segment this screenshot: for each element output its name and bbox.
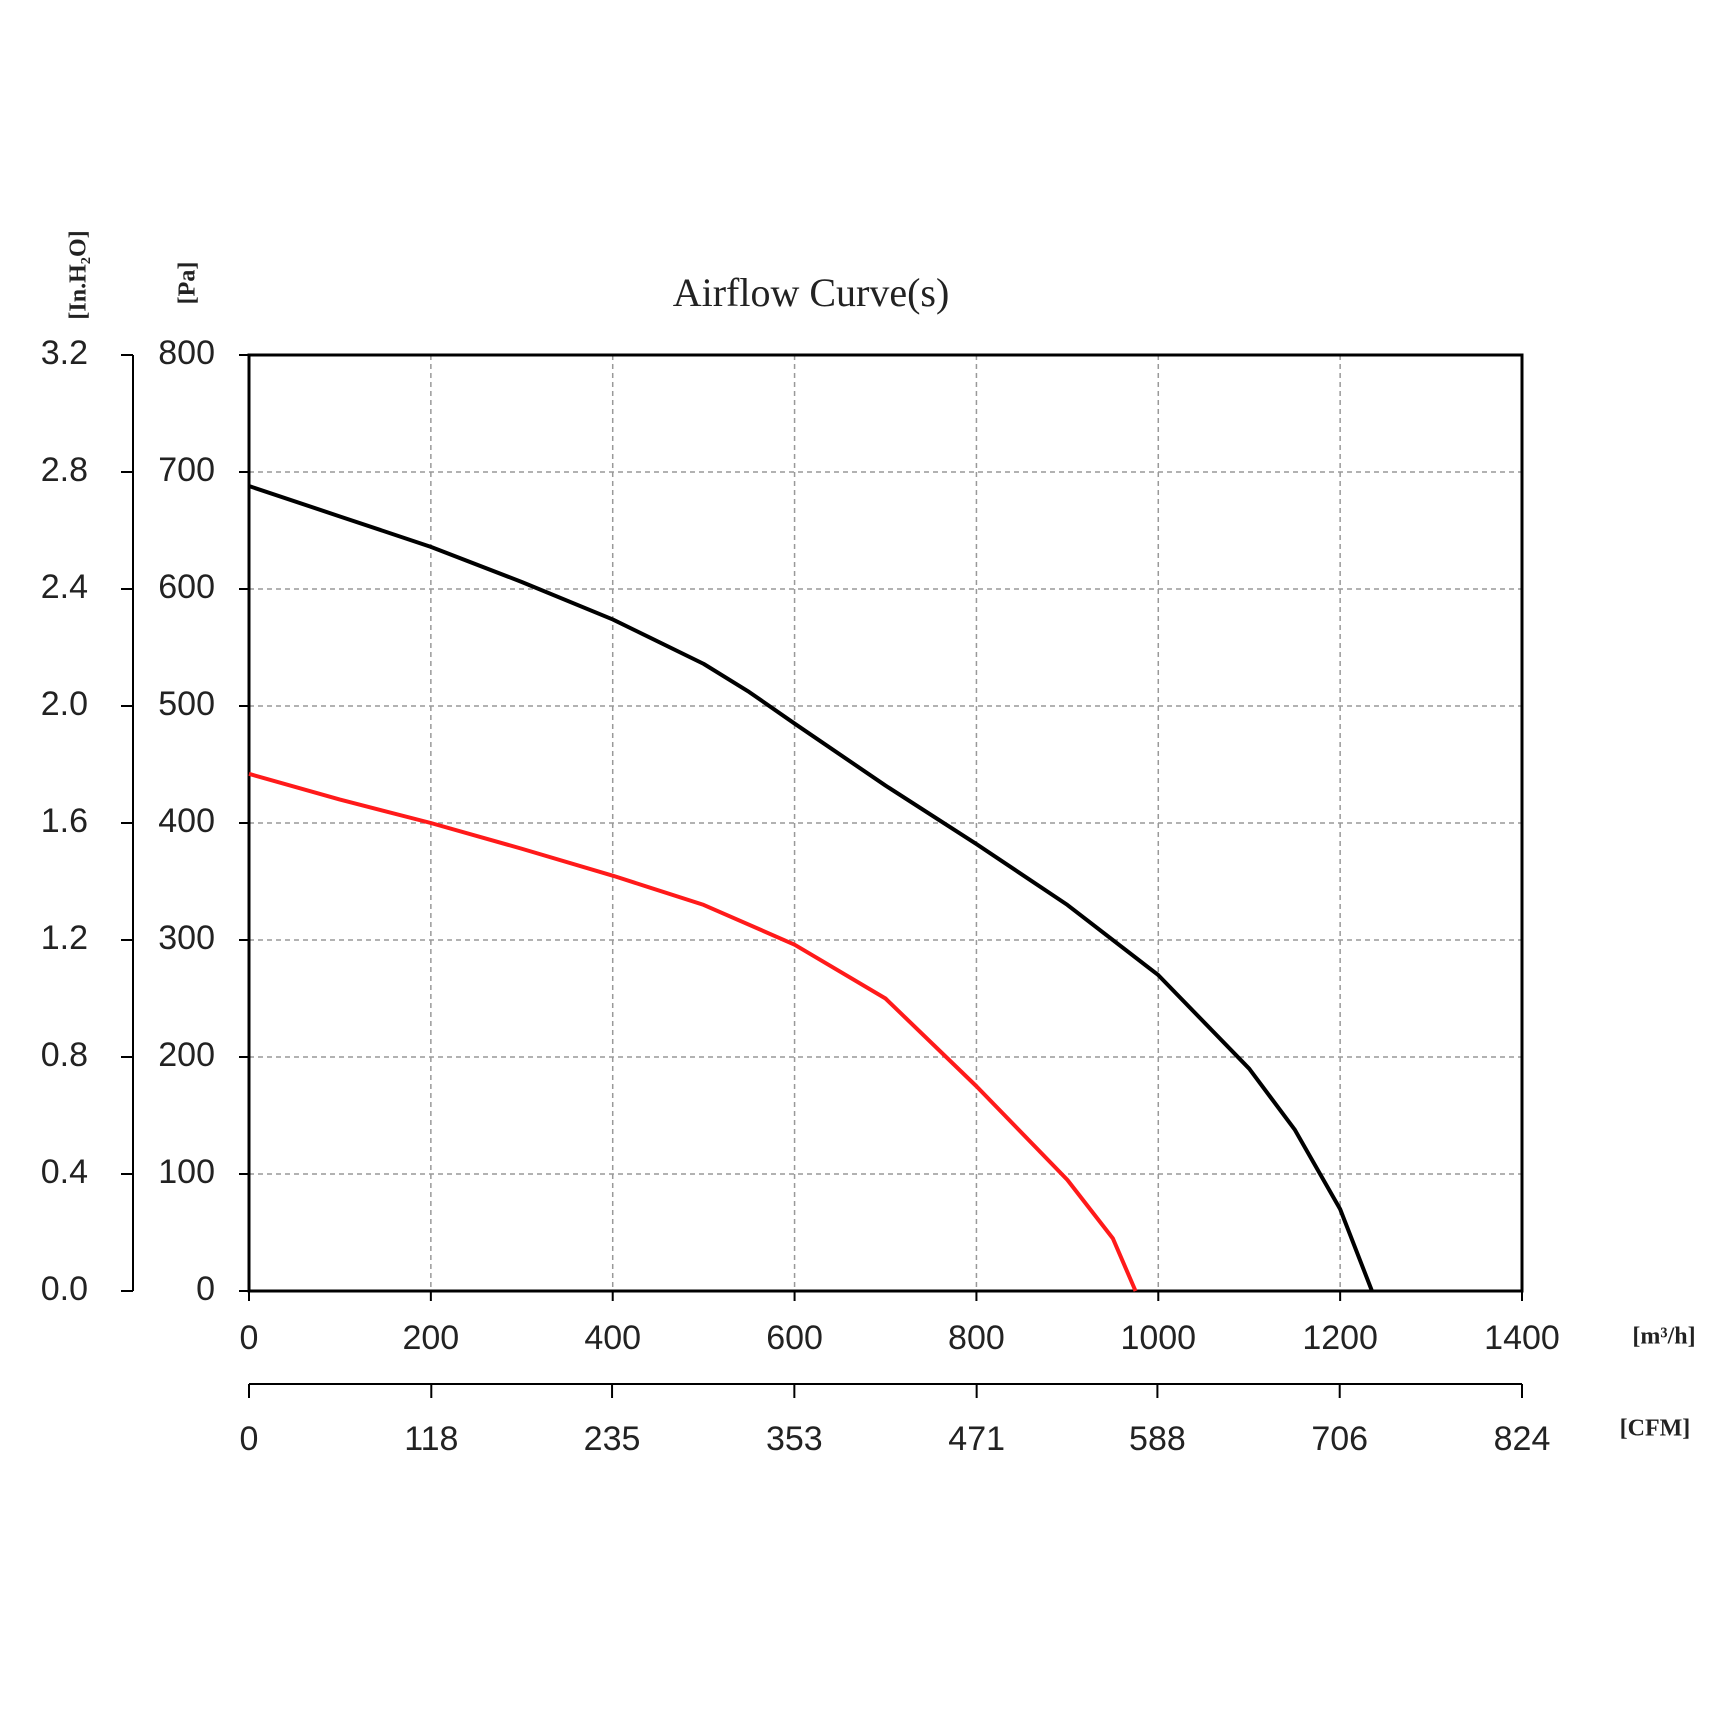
y2-tick-label: 1.2	[41, 919, 88, 957]
y-tick-label: 0	[196, 1270, 215, 1308]
y2-tick-label: 1.6	[41, 802, 88, 840]
y-tick-label: 300	[158, 919, 215, 957]
x2-tick-label: 353	[766, 1420, 823, 1458]
y-tick-label: 700	[158, 451, 215, 489]
y2-tick-label: 3.2	[41, 334, 88, 372]
y-tick-label: 500	[158, 685, 215, 723]
y2-tick-label: 2.8	[41, 451, 88, 489]
y-axis-label: [Pa]	[175, 262, 201, 305]
x-tick-label: 800	[948, 1319, 1005, 1357]
y2-tick-label: 0.8	[41, 1036, 88, 1074]
x2-tick-label: 824	[1494, 1420, 1551, 1458]
y2-tick-label: 2.0	[41, 685, 88, 723]
y2-tick-label: 2.4	[41, 568, 88, 606]
series-line	[248, 771, 1138, 1292]
y-tick-label: 100	[158, 1153, 215, 1191]
x2-tick-label: 0	[240, 1420, 259, 1458]
chart-title: Airflow Curve(s)	[673, 270, 950, 315]
x-tick-label: 200	[402, 1319, 459, 1357]
plot-frame	[247, 353, 1524, 1293]
y-tick-label: 400	[158, 802, 215, 840]
x-tick-label: 1000	[1120, 1319, 1196, 1357]
x-axis-label: [m³/h]	[1632, 1324, 1695, 1350]
x-tick-label: 1200	[1302, 1319, 1378, 1357]
y2-tick-label: 0.4	[41, 1153, 88, 1191]
y-tick-label: 600	[158, 568, 215, 606]
y-tick-label: 800	[158, 334, 215, 372]
x2-tick-label: 706	[1311, 1420, 1368, 1458]
x-tick-label: 1400	[1484, 1319, 1560, 1357]
x-tick-label: 600	[766, 1319, 823, 1357]
y-tick-label: 200	[158, 1036, 215, 1074]
x2-tick-label: 235	[584, 1420, 641, 1458]
y2-tick-label: 0.0	[41, 1270, 88, 1308]
x-tick-label: 0	[240, 1319, 259, 1357]
x2-tick-label: 118	[404, 1420, 458, 1458]
x-tick-label: 400	[584, 1319, 641, 1357]
series-line	[248, 484, 1374, 1292]
x2-tick-label: 588	[1129, 1420, 1186, 1458]
x2-tick-label: 471	[948, 1420, 1005, 1458]
y2-axis-label: [In.H₂O]	[66, 230, 92, 319]
x2-axis-label: [CFM]	[1620, 1416, 1691, 1442]
